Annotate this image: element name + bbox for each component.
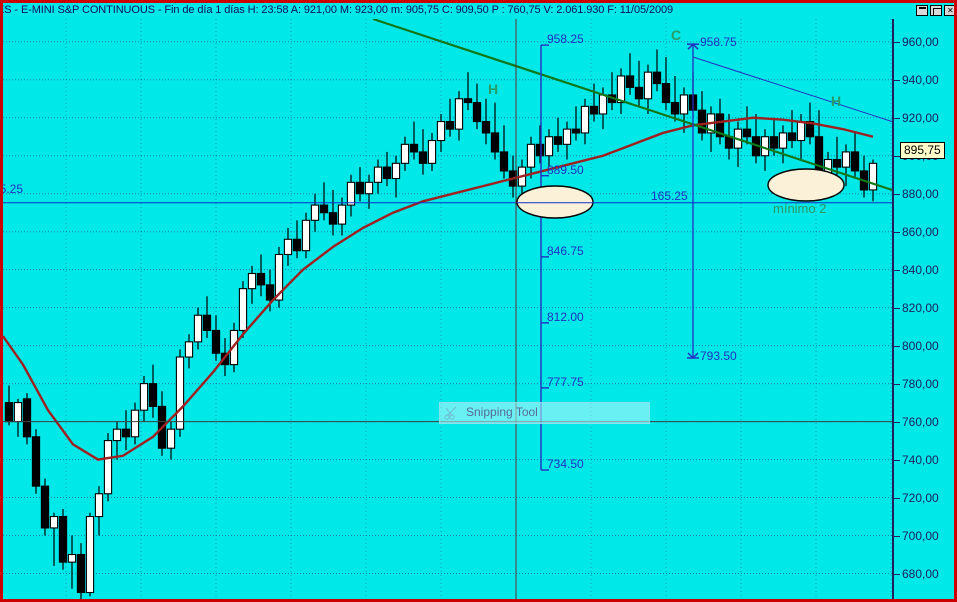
chart-series-layer (3, 19, 892, 599)
chart-annotation-label: H (488, 81, 499, 97)
axis-tick (892, 535, 900, 537)
axis-tick (892, 573, 900, 575)
axis-tick-label: 720,00 (902, 490, 939, 505)
left-edge-price-label: 75.25 (3, 182, 24, 196)
axis-tick (892, 497, 900, 499)
snipping-tool-label: Snipping Tool (466, 405, 538, 419)
axis-tick-label: 780,00 (902, 376, 939, 391)
axis-tick (892, 307, 900, 309)
chart-annotation-label: 165.25 (651, 188, 688, 203)
window-title: ES - E-MINI S&P CONTINUOUS - Fin de día … (3, 4, 674, 16)
snipping-tool-overlay[interactable]: Snipping Tool (439, 402, 650, 424)
chart-annotation-label: 958.25 (547, 32, 584, 47)
chart-annotation-label: 958.75 (700, 35, 737, 50)
axis-tick-label: 940,00 (902, 72, 939, 87)
axis-tick (892, 231, 900, 233)
axis-tick-label: 740,00 (902, 452, 939, 467)
axis-tick (892, 459, 900, 461)
axis-tick-label: 680,00 (902, 566, 939, 581)
axis-tick (892, 421, 900, 423)
current-price-badge: 895,75 (900, 142, 945, 159)
axis-tick (892, 41, 900, 43)
window-titlebar: ES - E-MINI S&P CONTINUOUS - Fin de día … (3, 3, 954, 19)
minimize-button[interactable] (916, 5, 928, 16)
axis-tick (892, 193, 900, 195)
chart-annotation-label: H (831, 93, 842, 109)
chart-annotation-label: 777.75 (547, 374, 584, 389)
restore-button[interactable] (930, 5, 942, 16)
axis-tick-label: 960,00 (902, 34, 939, 49)
axis-tick-label: 920,00 (902, 110, 939, 125)
axis-tick (892, 117, 900, 119)
axis-tick-label: 880,00 (902, 186, 939, 201)
axis-tick (892, 345, 900, 347)
axis-tick-label: 700,00 (902, 528, 939, 543)
close-button[interactable]: ✕ (944, 5, 954, 16)
chart-overlay-layer[interactable] (3, 19, 892, 602)
chart-annotation-label: 793.50 (700, 348, 737, 363)
grid-layer (3, 19, 892, 599)
axis-tick-label: 820,00 (902, 300, 939, 315)
chart-annotation-label: C (671, 27, 682, 43)
chart-plot-area[interactable]: 958.25 889.50 846.75 812.00 777.75 734.50 958.… (3, 19, 892, 602)
chart-annotation-label: 889.50 (547, 162, 584, 177)
price-axis[interactable]: 960,00940,00920,00900,00880,00860,00840,… (892, 19, 954, 599)
axis-tick (892, 383, 900, 385)
axis-tick-label: 860,00 (902, 224, 939, 239)
axis-tick-label: 760,00 (902, 414, 939, 429)
axis-tick (892, 79, 900, 81)
chart-annotation-label: 846.75 (547, 243, 584, 258)
axis-tick (892, 155, 900, 157)
chart-annotation-label: 734.50 (547, 457, 584, 472)
axis-tick (892, 269, 900, 271)
axis-tick-label: 840,00 (902, 262, 939, 277)
axis-line (892, 19, 894, 599)
axis-tick-label: 800,00 (902, 338, 939, 353)
chart-annotation-label: mínimo 2 (773, 201, 827, 216)
window-controls: ✕ (916, 5, 954, 16)
chart-annotation-label: 812.00 (547, 309, 584, 324)
scissors-icon (444, 406, 457, 420)
